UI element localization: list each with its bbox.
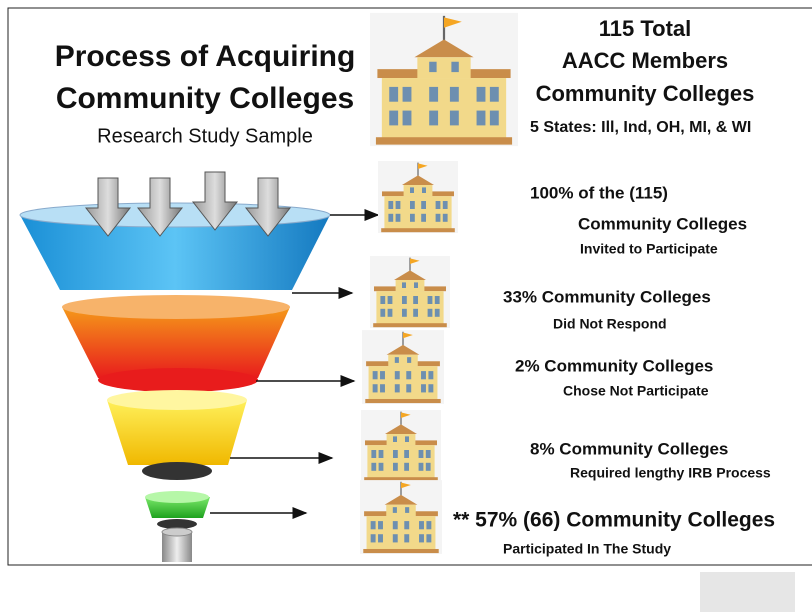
- title-line: Community Colleges: [56, 82, 354, 115]
- stage-headline: 33% Community Colleges: [503, 287, 711, 306]
- funnel: [19, 171, 331, 562]
- stage-headline: ** 57% (66) Community Colleges: [453, 509, 775, 532]
- stage-detail: Invited to Participate: [580, 241, 718, 257]
- summary-states: 5 States: Ill, Ind, OH, MI, & WI: [530, 119, 751, 136]
- subtitle: Research Study Sample: [97, 125, 313, 147]
- placeholder-box: [700, 572, 795, 612]
- title-line: Process of Acquiring: [55, 40, 356, 73]
- stage-headline: 100% of the (115): [530, 183, 668, 202]
- arrows: [210, 209, 380, 519]
- summary-line: Community Colleges: [536, 81, 755, 106]
- summary-line: AACC Members: [562, 48, 728, 73]
- stage-headline: 8% Community Colleges: [530, 439, 728, 458]
- stage-detail: Did Not Respond: [553, 316, 667, 332]
- summary-line: 115 Total: [599, 16, 692, 41]
- stage-headline: 2% Community Colleges: [515, 356, 713, 375]
- stage-detail: Participated In The Study: [503, 541, 671, 557]
- stage-detail: Chose Not Participate: [563, 383, 709, 399]
- stage-detail: Required lengthy IRB Process: [570, 465, 771, 481]
- stage-line: Community Colleges: [578, 214, 747, 233]
